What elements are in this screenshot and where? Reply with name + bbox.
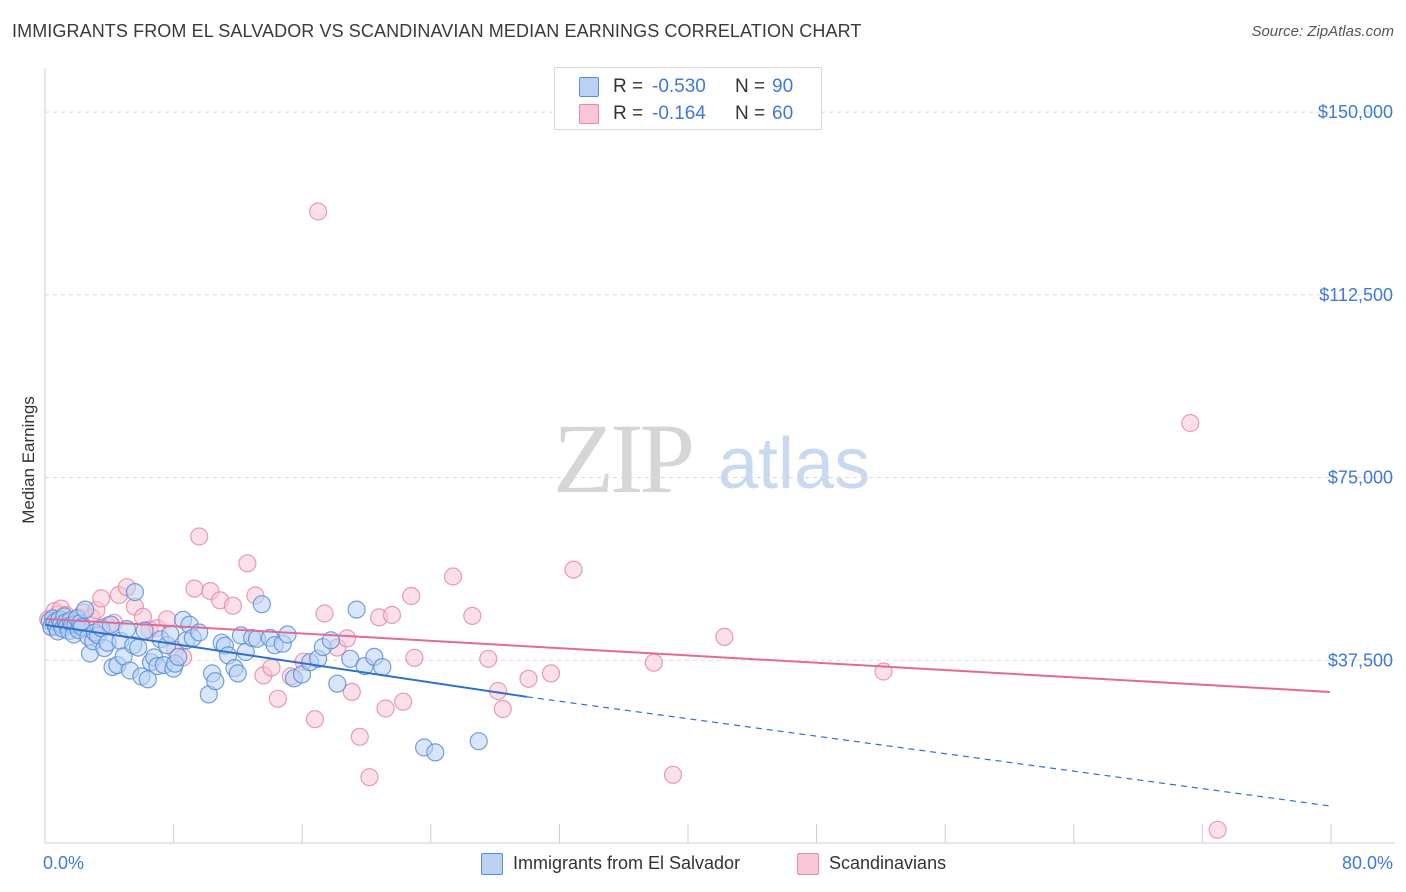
scandinavians-point <box>342 682 361 702</box>
scandinavians-point <box>309 202 328 221</box>
scandinavians-point <box>541 664 561 683</box>
el-salvador-point <box>328 674 347 693</box>
y-tick-labels: $37,500 $75,000 $112,500 $150,000 <box>1318 102 1393 670</box>
scandinavians-point <box>360 768 379 787</box>
scandinavians-point <box>463 606 482 626</box>
scandinavians-point <box>305 710 324 729</box>
el-salvador-point <box>228 664 247 683</box>
scandinavians-point <box>519 669 538 688</box>
scandinavians-point <box>337 629 357 648</box>
el-salvador-point <box>138 670 157 689</box>
trend-lines <box>44 617 1331 807</box>
el-salvador-points <box>40 582 488 762</box>
scandinavians-point <box>1181 413 1200 433</box>
scandinavians-point <box>394 692 413 711</box>
r-value: -0.164 <box>652 103 706 124</box>
scandinavians-point <box>405 648 424 667</box>
el-salvador-point <box>252 595 271 614</box>
el-salvador-point <box>125 582 144 602</box>
n-value: 90 <box>772 76 794 97</box>
el-salvador-point <box>169 647 188 667</box>
scandinavians-point <box>715 627 734 647</box>
el-salvador-trend-line <box>44 623 528 698</box>
gridlines <box>45 111 1395 661</box>
legend: Immigrants from El Salvador Scandinavian… <box>0 851 1406 877</box>
scandinavians-point <box>268 689 287 708</box>
el-salvador-point <box>426 743 445 762</box>
stats-box: R = -0.530 N = 90 R = -0.164 N = 60 <box>554 67 822 130</box>
el-salvador-point <box>161 624 180 644</box>
chart-source: Source: ZipAtlas.com <box>1251 23 1394 40</box>
scandinavians-point <box>315 604 334 623</box>
scandinavians-point <box>376 699 395 718</box>
pink-swatch <box>797 853 819 875</box>
el-salvador-point <box>469 732 488 751</box>
el-salvador-point <box>206 672 225 691</box>
el-salvador-point <box>347 600 366 619</box>
watermark-zip: ZIP <box>553 403 691 514</box>
scandinavians-point <box>238 554 257 573</box>
scandinavians-point <box>223 596 242 615</box>
scandinavians-point <box>382 605 402 625</box>
scandinavians-point <box>564 560 583 579</box>
scandinavians-point <box>92 589 111 608</box>
scandinavians-points <box>39 202 1227 839</box>
y-tick-label: $75,000 <box>1328 468 1393 488</box>
x-tick-label: 80.0% <box>1342 853 1393 873</box>
scandinavians-trend-line <box>44 617 1331 693</box>
watermark-atlas: atlas <box>718 424 870 504</box>
legend-label: Scandinavians <box>829 853 947 873</box>
blue-swatch <box>481 853 503 875</box>
x-tick-label: 0.0% <box>43 853 84 873</box>
el-salvador-point <box>373 657 392 677</box>
axes <box>44 68 1395 844</box>
n-value: 60 <box>772 103 794 124</box>
r-label: R = <box>613 103 644 124</box>
y-tick-label: $112,500 <box>1319 285 1393 305</box>
el-salvador-point <box>278 625 297 644</box>
chart-title: IMMIGRANTS FROM EL SALVADOR VS SCANDINAV… <box>12 21 862 41</box>
scandinavians-point <box>644 653 663 672</box>
el-salvador-trend-extension <box>526 696 1331 807</box>
n-label: N = <box>735 103 766 124</box>
scandinavians-point <box>663 765 683 784</box>
el-salvador-point <box>101 615 121 634</box>
scandinavians-point <box>185 579 204 598</box>
scandinavians-point <box>493 699 512 719</box>
el-salvador-point <box>76 600 95 619</box>
watermark: ZIP atlas <box>553 403 870 514</box>
scandinavians-point <box>443 567 463 586</box>
pink-swatch <box>579 104 599 124</box>
scandinavians-point <box>402 586 421 606</box>
legend-label: Immigrants from El Salvador <box>513 853 741 873</box>
n-label: N = <box>735 76 766 97</box>
y-tick-label: $150,000 <box>1318 102 1393 122</box>
blue-swatch <box>579 77 599 97</box>
r-label: R = <box>613 76 644 97</box>
el-salvador-point <box>341 649 360 668</box>
scandinavians-point <box>350 727 369 746</box>
scandinavians-point <box>479 649 498 668</box>
el-salvador-point <box>129 638 148 657</box>
scandinavians-point <box>262 658 281 677</box>
scandinavians-point <box>1208 820 1227 839</box>
x-tick-labels: 0.0% 80.0% <box>43 853 1393 873</box>
r-value: -0.530 <box>652 76 706 97</box>
y-tick-label: $37,500 <box>1328 650 1393 670</box>
scandinavians-point <box>190 527 209 546</box>
